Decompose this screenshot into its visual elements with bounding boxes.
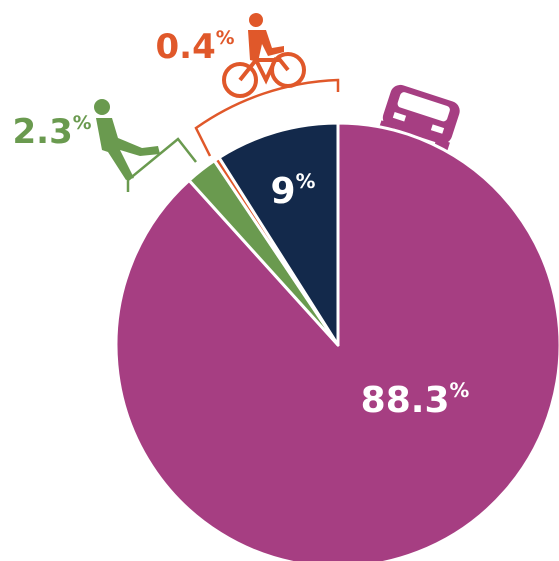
pie-slice [217,121,340,347]
pie-slice [114,121,559,561]
walk-bracket [126,137,197,192]
labels: 88.3% 2.3% 0.4% 9% [13,27,470,422]
value-label: 2.3% [13,112,92,152]
bicycle-bracket [194,78,340,157]
value-label: 88.3% [361,379,470,421]
value-label: 9% [271,170,316,212]
pie [114,121,559,561]
pedestrian-icon [94,99,160,180]
value-label: 0.4% [156,27,235,67]
bicycle-icon [222,52,306,98]
cyclist-icon [248,13,284,62]
